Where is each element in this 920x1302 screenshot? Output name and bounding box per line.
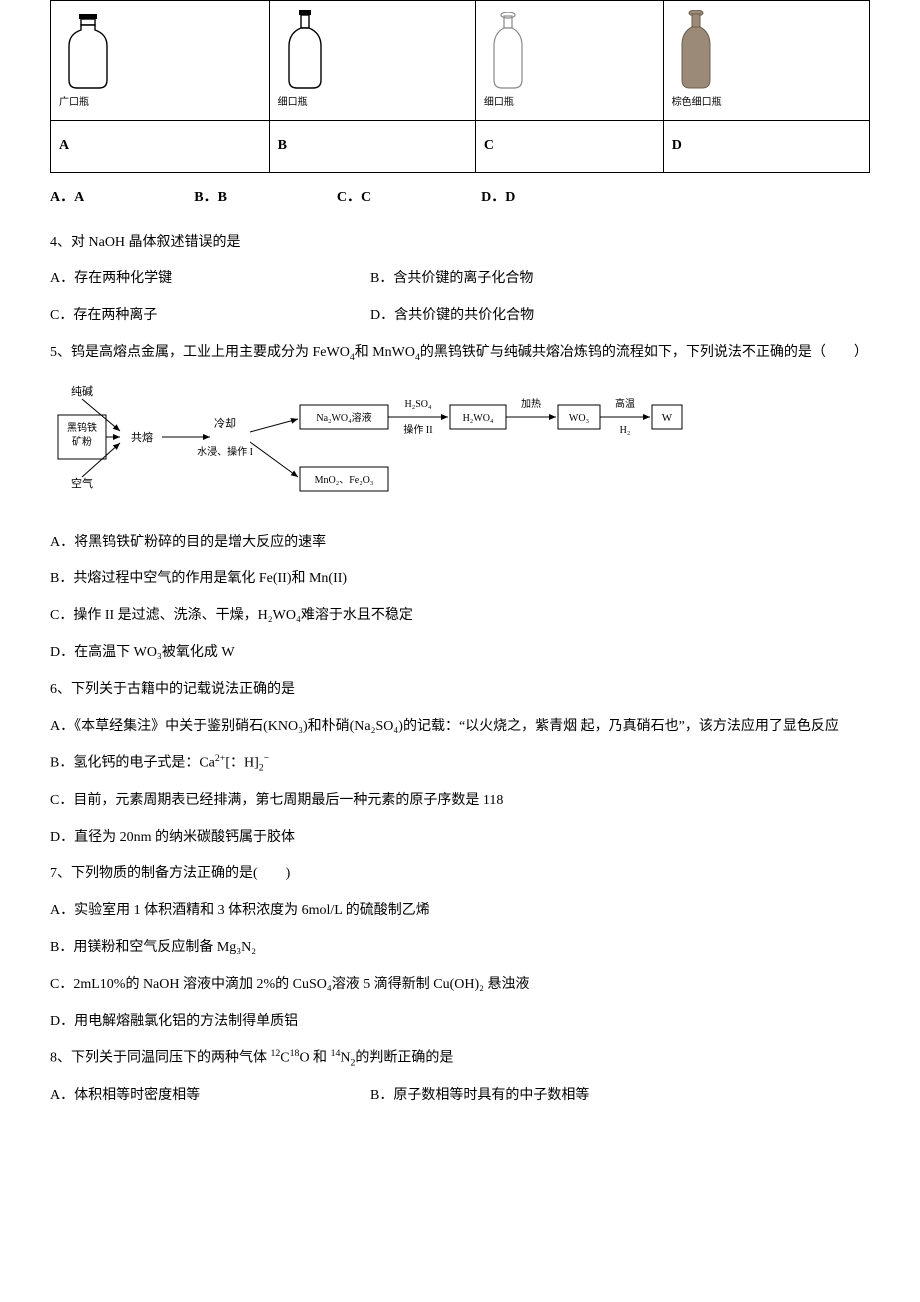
narrow-bottle-icon [488,12,528,90]
bottle-label: 广口瓶 [59,92,89,114]
label-cell: D [663,121,869,173]
svg-text:共熔: 共熔 [131,430,153,444]
q4-opts-row2: C．存在两种离子 D．含共价键的共价化合物 [50,301,870,332]
q4-stem: 4、对 NaOH 晶体叙述错误的是 [50,228,870,259]
svg-text:冷却: 冷却 [214,417,236,430]
svg-text:加热: 加热 [521,397,541,410]
q5-opt-b: B．共熔过程中空气的作用是氧化 Fe(II)和 Mn(II) [50,564,870,595]
q6-stem: 6、下列关于古籍中的记载说法正确的是 [50,675,870,706]
narrow-bottle-icon [282,10,328,90]
q8-opt-b: B．原子数相等时具有的中子数相等 [370,1081,589,1112]
svg-text:高温: 高温 [615,397,635,410]
bottle-label: 细口瓶 [484,92,514,114]
q7-opt-b: B．用镁粉和空气反应制备 Mg₃N₂ [50,933,870,964]
q7-opt-d: D．用电解熔融氯化铝的方法制得单质铝 [50,1007,870,1038]
svg-text:MnO₂、Fe₂O₃: MnO₂、Fe₂O₃ [315,475,374,486]
bottle-label: 棕色细口瓶 [672,92,722,114]
q6-opt-d: D．直径为 20nm 的纳米碳酸钙属于胶体 [50,823,870,854]
brown-narrow-bottle-icon [676,10,716,90]
svg-text:H₂: H₂ [620,425,631,436]
answer-choices: A．A B．B C．C D．D [50,183,870,214]
q5-opt-a: A．将黑钨铁矿粉碎的目的是增大反应的速率 [50,528,870,559]
svg-text:Na₂WO₄溶液: Na₂WO₄溶液 [316,411,371,424]
q4-opt-d: D．含共价键的共价化合物 [370,301,534,332]
q4-opt-b: B．含共价键的离子化合物 [370,264,533,295]
svg-text:W: W [662,412,673,424]
choice-d: D．D [481,183,515,214]
bottle-label: 细口瓶 [278,92,308,114]
cell-a: 广口瓶 [51,1,270,121]
q5-flowchart: 纯碱 黑钨铁 矿粉 空气 共熔 冷却 水浸、操作 I Na₂WO₄溶液 MnO₂… [50,377,870,520]
label-cell: A [51,121,270,173]
svg-text:H₂WO₄: H₂WO₄ [463,413,494,424]
q4-opt-a: A．存在两种化学键 [50,264,370,295]
cell-c: 细口瓶 [475,1,663,121]
svg-text:WO₃: WO₃ [569,413,589,424]
svg-text:水浸、操作 I: 水浸、操作 I [197,445,253,458]
q6-opt-a: A．《本草经集注》中关于鉴别硝石(KNO₃)和朴硝(Na₂SO₄)的记载：“以火… [50,712,870,743]
q4-opts-row1: A．存在两种化学键 B．含共价键的离子化合物 [50,264,870,295]
q7-opt-a: A．实验室用 1 体积酒精和 3 体积浓度为 6mol/L 的硫酸制乙烯 [50,896,870,927]
label-cell: B [269,121,475,173]
svg-text:矿粉: 矿粉 [72,435,92,448]
wide-bottle-icon [63,14,113,90]
svg-text:纯碱: 纯碱 [71,385,93,398]
label-cell: C [475,121,663,173]
q7-opt-c: C．2mL10%的 NaOH 溶液中滴加 2%的 CuSO₄溶液 5 滴得新制 … [50,970,870,1001]
q5-opt-c: C．操作 II 是过滤、洗涤、干燥，H₂WO₄难溶于水且不稳定 [50,601,870,632]
choice-c: C．C [337,183,371,214]
q7-stem: 7、下列物质的制备方法正确的是( ) [50,859,870,890]
q8-stem: 8、下列关于同温同压下的两种气体 12C18O 和 14N2的判断正确的是 [50,1043,870,1074]
q8-opt-a: A．体积相等时密度相等 [50,1081,370,1112]
svg-text:黑钨铁: 黑钨铁 [67,421,97,434]
choice-a: A．A [50,183,84,214]
q8-opts-row1: A．体积相等时密度相等 B．原子数相等时具有的中子数相等 [50,1081,870,1112]
q5-opt-d: D．在高温下 WO₃被氧化成 W [50,638,870,669]
svg-text:操作 II: 操作 II [403,423,432,436]
cell-d: 棕色细口瓶 [663,1,869,121]
svg-text:H₂SO₄: H₂SO₄ [405,399,432,410]
q4-opt-c: C．存在两种离子 [50,301,370,332]
bottle-table: 广口瓶 细口瓶 细口瓶 [50,0,870,173]
q6-opt-b: B．氢化钙的电子式是：Ca2+[：H]2− [50,748,870,779]
q6-opt-c: C．目前，元素周期表已经排满，第七周期最后一种元素的原子序数是 118 [50,786,870,817]
svg-text:空气: 空气 [71,476,93,490]
q5-stem: 5、钨是高熔点金属，工业上用主要成分为 FeWO4和 MnWO4的黑钨铁矿与纯碱… [50,338,870,369]
cell-b: 细口瓶 [269,1,475,121]
choice-b: B．B [194,183,227,214]
